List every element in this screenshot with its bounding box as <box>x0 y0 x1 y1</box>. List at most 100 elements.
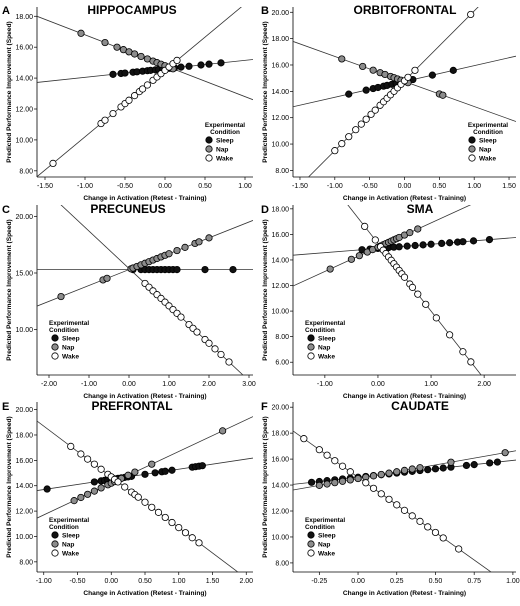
point-sleep <box>205 60 213 68</box>
y-tick-label: 14.00 <box>271 89 289 96</box>
point-nap <box>400 466 409 474</box>
y-tick-label: 6.00 <box>275 360 289 367</box>
x-tick-label: -0.50 <box>70 578 86 585</box>
y-tick-label: 8.00 <box>275 560 289 567</box>
point-wake <box>424 523 432 531</box>
point-sleep <box>485 236 494 244</box>
x-tick-label: 0.75 <box>467 578 481 585</box>
point-sleep <box>185 62 193 70</box>
point-wake <box>446 331 454 339</box>
y-tick-label: 20.00 <box>15 214 33 221</box>
point-nap <box>124 471 132 479</box>
point-wake <box>125 96 133 104</box>
y-tick-label: 16.00 <box>271 457 289 464</box>
panel-b: B ORBITOFRONTAL 8.00 10.00 12.00 14.00 16.00 18… <box>261 3 516 202</box>
point-wake <box>432 314 440 322</box>
point-nap <box>131 468 139 476</box>
panel-title: HIPPOCAMPUS <box>87 3 176 17</box>
point-wake <box>181 529 190 537</box>
point-wake <box>422 300 430 308</box>
y-tick-label: 18.00 <box>15 432 33 439</box>
point-wake <box>101 116 109 124</box>
point-nap <box>137 52 145 61</box>
y-tick-label: 10.00 <box>15 137 33 144</box>
point-wake <box>338 462 347 470</box>
point-sleep <box>493 458 502 466</box>
legend-title: Condition <box>305 524 335 531</box>
point-wake <box>225 358 233 366</box>
x-tick-label: 0.50 <box>198 183 212 190</box>
point-sleep <box>217 59 225 67</box>
point-sleep <box>229 265 237 274</box>
legend-label-sleep: Sleep <box>216 138 234 145</box>
x-tick-label: -1.00 <box>327 183 343 190</box>
y-tick-label: 12.00 <box>15 509 33 516</box>
point-nap <box>219 427 227 435</box>
legend-label-wake: Wake <box>216 156 233 163</box>
y-tick-label: 18.00 <box>15 14 33 21</box>
point-wake <box>90 460 98 468</box>
legend-marker-sleep <box>468 136 476 144</box>
y-axis-title: Predicted Performance Improvement (Speed… <box>262 219 269 360</box>
x-tick-label: 0.25 <box>390 578 404 585</box>
legend-marker-wake <box>51 549 59 557</box>
point-nap <box>393 468 401 476</box>
y-tick-label: 18.00 <box>271 206 289 213</box>
point-wake <box>134 493 142 501</box>
legend-label-nap: Nap <box>318 542 330 549</box>
x-tick-label: 3.00 <box>242 381 256 388</box>
y-tick-label: 20.00 <box>271 10 289 17</box>
point-wake <box>346 468 354 476</box>
point-wake <box>467 10 475 19</box>
x-tick-label: 1.00 <box>467 183 481 190</box>
point-sleep <box>449 66 457 74</box>
point-wake <box>315 446 323 454</box>
point-wake <box>131 92 139 100</box>
point-wake <box>300 435 308 443</box>
point-sleep <box>403 242 411 250</box>
point-wake <box>205 339 213 347</box>
point-sleep <box>439 464 447 472</box>
x-axis-title: Change in Activation (Retest - Training) <box>343 393 466 400</box>
point-sleep <box>427 240 435 248</box>
plot-area <box>293 430 516 572</box>
point-wake <box>109 109 117 118</box>
x-axis-title: Change in Activation (Retest - Training) <box>343 590 466 597</box>
point-sleep <box>121 69 129 77</box>
legend-label-wake: Wake <box>318 354 335 361</box>
point-nap <box>501 449 509 457</box>
point-nap <box>369 66 377 74</box>
point-nap <box>338 55 346 63</box>
point-wake <box>362 479 370 487</box>
y-tick-label: 14.00 <box>271 257 289 264</box>
y-tick-label: 20.00 <box>271 405 289 412</box>
point-wake <box>393 501 401 509</box>
y-tick-label: 14.00 <box>271 483 289 490</box>
point-nap <box>148 460 156 468</box>
y-tick-label: 10.00 <box>15 327 33 334</box>
point-wake <box>369 484 378 492</box>
x-tick-label: -1.00 <box>81 381 97 388</box>
point-sleep <box>462 461 471 470</box>
legend-marker-wake <box>51 352 59 360</box>
x-tick-label: 0.00 <box>158 183 172 190</box>
point-wake <box>77 450 85 458</box>
panel-f: F CAUDATE 8.00 10.00 12.00 14.00 16.00 18.00 20.… <box>261 399 520 597</box>
point-sleep <box>459 238 467 246</box>
point-nap <box>323 480 331 488</box>
plot-area <box>293 7 516 177</box>
x-tick-label: 0.00 <box>104 578 118 585</box>
legend-title: Experimental <box>468 122 508 129</box>
plot-area <box>293 205 516 375</box>
x-tick-label: -0.25 <box>311 578 327 585</box>
point-sleep <box>470 461 478 469</box>
x-tick-label: 2.00 <box>477 381 491 388</box>
panel-letter: A <box>2 5 10 17</box>
point-nap <box>131 50 139 58</box>
x-tick-label: 0.00 <box>398 183 412 190</box>
x-tick-label: 0.00 <box>371 381 385 388</box>
point-nap <box>97 484 105 492</box>
legend-marker-nap <box>468 145 476 153</box>
